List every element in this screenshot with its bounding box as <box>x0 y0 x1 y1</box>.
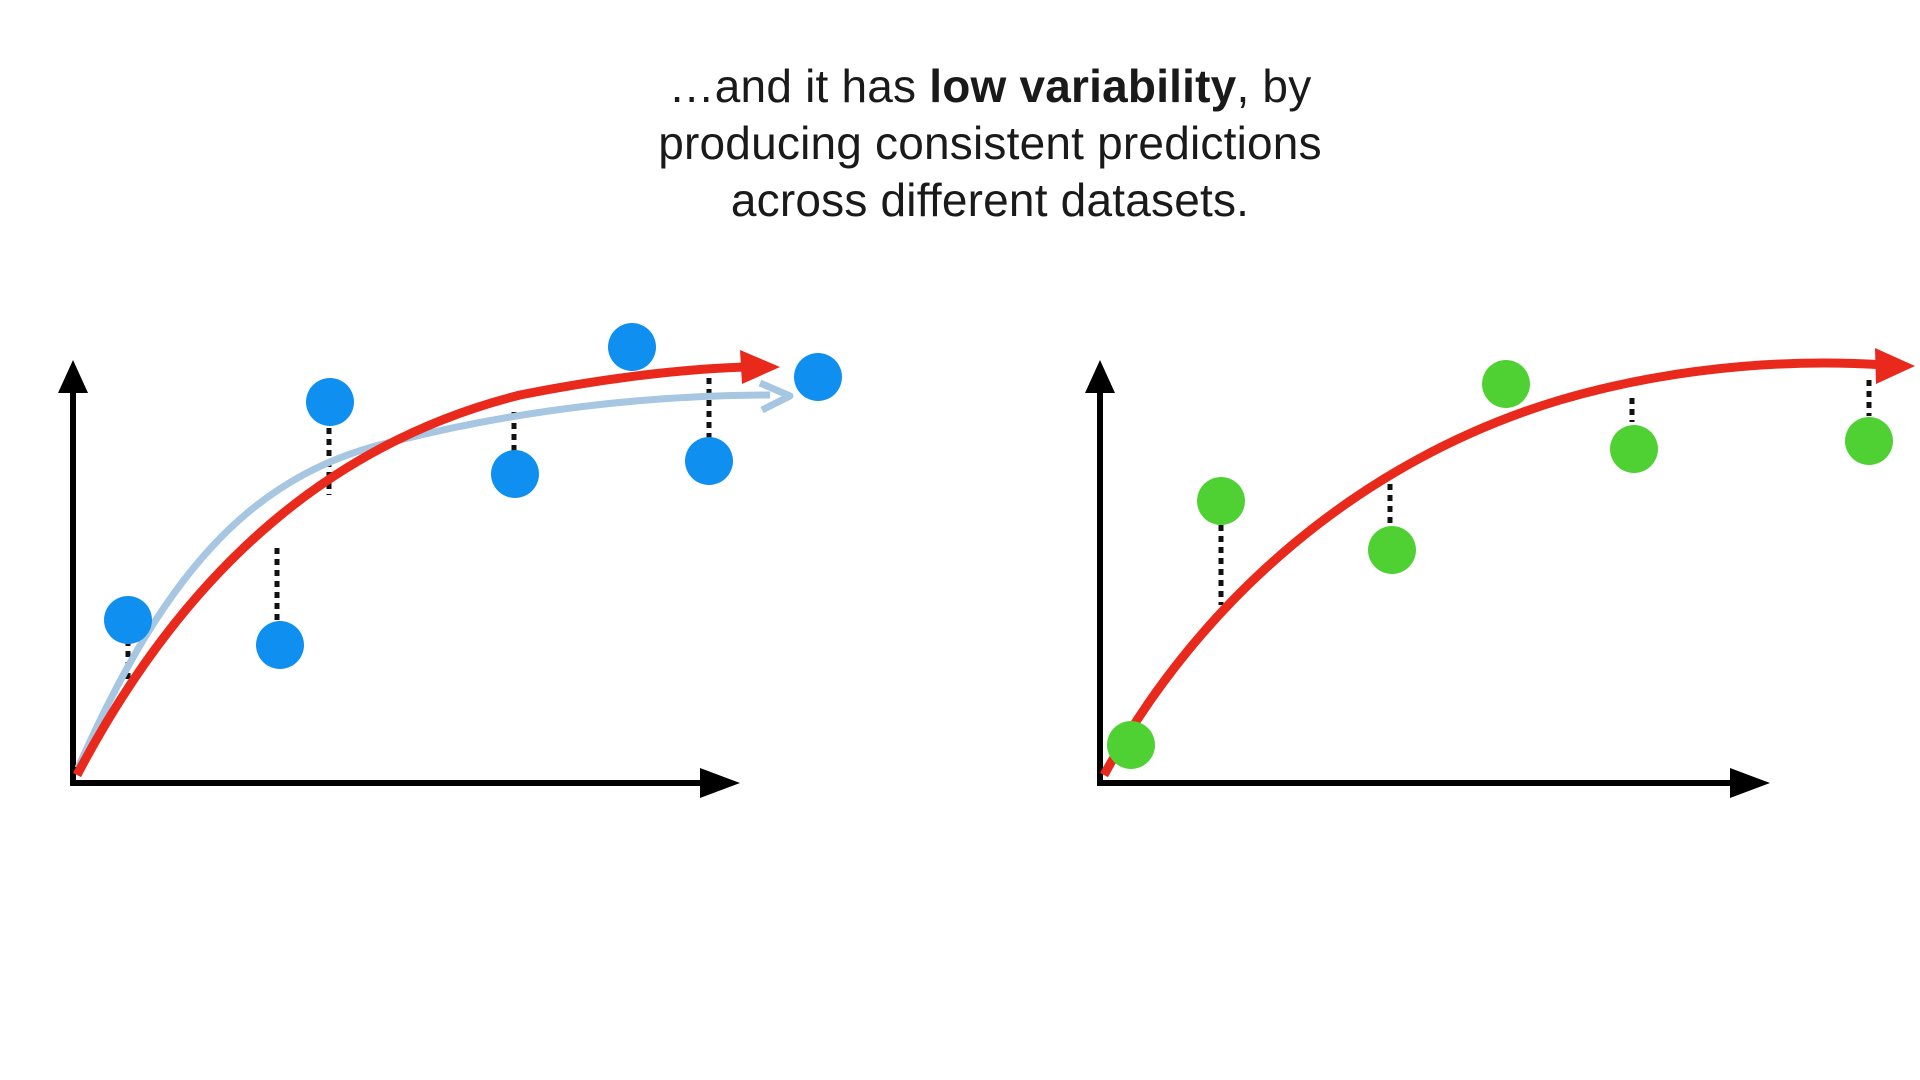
left-fit-arrowhead <box>740 350 780 384</box>
caption-line-1-prefix: …and it has <box>668 60 930 112</box>
left-x-axis <box>70 768 740 798</box>
data-point <box>1610 425 1658 473</box>
left-residuals <box>125 378 712 685</box>
left-panel <box>58 323 842 798</box>
right-fit-curve <box>1100 348 1915 778</box>
previous-fit-curve <box>74 379 794 770</box>
caption: …and it has low variability, by producin… <box>0 58 1920 229</box>
data-point <box>104 596 152 644</box>
caption-line-1: …and it has low variability, by <box>0 58 1920 115</box>
caption-line-3: across different datasets. <box>730 174 1250 226</box>
left-x-axis-arrowhead <box>700 768 740 798</box>
left-y-axis <box>58 360 88 783</box>
data-point <box>794 353 842 401</box>
caption-emphasis: low variability <box>929 60 1237 112</box>
data-point <box>1107 721 1155 769</box>
previous-fit-arrowhead <box>758 379 794 414</box>
left-fit-curve <box>73 350 780 778</box>
right-y-axis <box>1085 360 1115 783</box>
data-point <box>1482 360 1530 408</box>
data-point <box>1197 477 1245 525</box>
left-data-points <box>104 323 842 669</box>
right-residuals <box>1218 380 1872 605</box>
caption-line-1-suffix: , by <box>1236 60 1312 112</box>
data-point <box>306 378 354 426</box>
right-fit-arrowhead <box>1875 348 1915 384</box>
right-x-axis <box>1097 768 1770 798</box>
data-point <box>685 437 733 485</box>
left-y-axis-arrowhead <box>58 360 88 393</box>
data-point <box>1368 526 1416 574</box>
right-data-points <box>1107 360 1893 769</box>
data-point <box>256 621 304 669</box>
data-point <box>491 450 539 498</box>
data-point <box>608 323 656 371</box>
data-point <box>1845 417 1893 465</box>
right-x-axis-arrowhead <box>1730 768 1770 798</box>
caption-line-2: producing consistent predictions <box>658 117 1322 169</box>
right-y-axis-arrowhead <box>1085 360 1115 393</box>
right-panel <box>1085 348 1915 798</box>
